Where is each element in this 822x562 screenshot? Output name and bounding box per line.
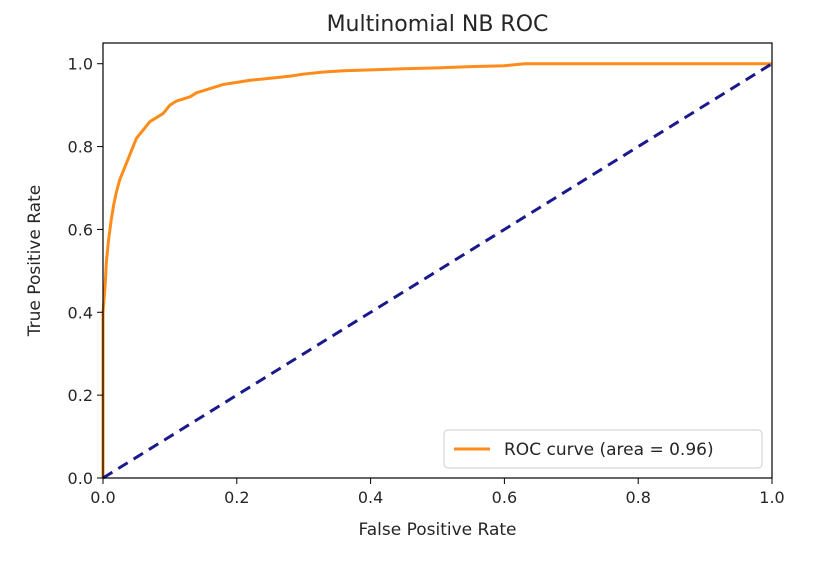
x-tick-label: 0.8 (625, 488, 650, 507)
y-tick-label: 0.8 (68, 138, 93, 157)
y-tick-label: 0.0 (68, 469, 93, 488)
x-tick-label: 0.0 (90, 488, 115, 507)
legend-box (443, 429, 763, 469)
x-tick-label: 0.4 (358, 488, 383, 507)
y-tick-label: 0.4 (68, 303, 93, 322)
legend-label-roc-curve: ROC curve (area = 0.96) (504, 440, 714, 460)
series-layer (101, 62, 773, 480)
x-tick-label: 1.0 (759, 488, 784, 507)
ticks-layer: 0.0 0.2 0.4 0.6 0.8 1.0 0.0 0.2 0.4 0.6 0.8 1.0 (68, 55, 785, 507)
plot-frame (102, 42, 773, 479)
legend: ROC curve (area = 0.96) (443, 429, 763, 469)
x-tick-label: 0.6 (492, 488, 517, 507)
x-tick-label: 0.2 (224, 488, 249, 507)
y-tick-label: 1.0 (68, 55, 93, 74)
roc-curve-line (101, 62, 772, 478)
x-axis-label: False Positive Rate (359, 520, 517, 540)
y-tick-label: 0.6 (68, 220, 93, 239)
y-tick-label: 0.2 (68, 386, 93, 405)
chart-title: Multinomial NB ROC (327, 12, 549, 37)
chance-diagonal-line (102, 62, 773, 480)
y-axis-label: True Positive Rate (25, 185, 45, 337)
